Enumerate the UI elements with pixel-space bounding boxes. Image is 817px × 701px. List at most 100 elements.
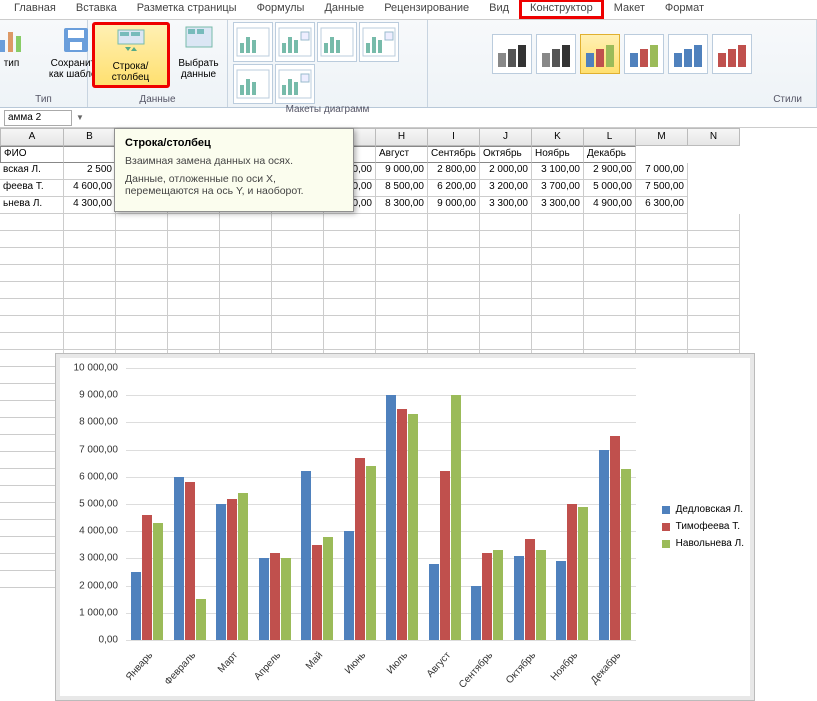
tab-вставка[interactable]: Вставка: [66, 0, 127, 19]
cell[interactable]: [0, 248, 64, 265]
cell[interactable]: Сентябрь: [428, 146, 480, 163]
cell[interactable]: [532, 248, 584, 265]
cell[interactable]: [0, 265, 64, 282]
cell[interactable]: [0, 333, 64, 350]
cell[interactable]: [480, 265, 532, 282]
cell[interactable]: Декабрь: [584, 146, 636, 163]
cell[interactable]: [636, 333, 688, 350]
chart-style-thumb[interactable]: [580, 34, 620, 74]
cell[interactable]: [636, 282, 688, 299]
cell[interactable]: [532, 265, 584, 282]
chart-layout-thumb[interactable]: [233, 64, 273, 104]
cell[interactable]: [376, 231, 428, 248]
cell[interactable]: [116, 333, 168, 350]
cell[interactable]: [428, 299, 480, 316]
column-header[interactable]: K: [532, 128, 584, 146]
chart-layout-thumb[interactable]: [317, 22, 357, 62]
cell[interactable]: [688, 248, 740, 265]
cell[interactable]: 2 000,00: [480, 163, 532, 180]
cell[interactable]: [116, 231, 168, 248]
cell[interactable]: [220, 316, 272, 333]
cell[interactable]: 3 700,00: [532, 180, 584, 197]
cell[interactable]: вская Л.: [0, 163, 64, 180]
cell[interactable]: ФИО: [0, 146, 64, 163]
cell[interactable]: [584, 231, 636, 248]
cell[interactable]: [64, 265, 116, 282]
cell[interactable]: 4 300,00: [64, 197, 116, 214]
chart-layout-thumb[interactable]: [275, 22, 315, 62]
cell[interactable]: [688, 265, 740, 282]
cell[interactable]: [324, 316, 376, 333]
cell[interactable]: [688, 282, 740, 299]
cell[interactable]: 8 500,00: [376, 180, 428, 197]
cell[interactable]: [584, 214, 636, 231]
cell[interactable]: [584, 316, 636, 333]
chart[interactable]: 0,001 000,002 000,003 000,004 000,005 00…: [55, 353, 755, 701]
cell[interactable]: [688, 231, 740, 248]
cell[interactable]: [532, 333, 584, 350]
cell[interactable]: 3 300,00: [532, 197, 584, 214]
tab-главная[interactable]: Главная: [4, 0, 66, 19]
cell[interactable]: 7 500,00: [636, 180, 688, 197]
cell[interactable]: [584, 248, 636, 265]
cell[interactable]: [116, 282, 168, 299]
cell[interactable]: [636, 265, 688, 282]
cell[interactable]: [272, 299, 324, 316]
cell[interactable]: [584, 299, 636, 316]
tab-формат[interactable]: Формат: [655, 0, 714, 19]
cell[interactable]: [480, 214, 532, 231]
cell[interactable]: [428, 248, 480, 265]
cell[interactable]: [688, 299, 740, 316]
cell[interactable]: 3 100,00: [532, 163, 584, 180]
tab-разметка страницы[interactable]: Разметка страницы: [127, 0, 247, 19]
cell[interactable]: [220, 333, 272, 350]
change-chart-type-button[interactable]: тип: [0, 22, 42, 71]
cell[interactable]: [428, 282, 480, 299]
cell[interactable]: [168, 316, 220, 333]
cell[interactable]: 3 300,00: [480, 197, 532, 214]
tab-данные[interactable]: Данные: [314, 0, 374, 19]
cell[interactable]: [428, 231, 480, 248]
chart-style-thumb[interactable]: [492, 34, 532, 74]
cell[interactable]: [220, 248, 272, 265]
chart-layout-thumb[interactable]: [275, 64, 315, 104]
chart-style-thumb[interactable]: [668, 34, 708, 74]
column-header[interactable]: M: [636, 128, 688, 146]
cell[interactable]: [116, 316, 168, 333]
cell[interactable]: [64, 282, 116, 299]
cell[interactable]: [116, 214, 168, 231]
cell[interactable]: [584, 265, 636, 282]
cell[interactable]: [64, 248, 116, 265]
cell[interactable]: [220, 231, 272, 248]
cell[interactable]: [0, 282, 64, 299]
cell[interactable]: 7 000,00: [636, 163, 688, 180]
cell[interactable]: [168, 214, 220, 231]
cell[interactable]: [428, 265, 480, 282]
cell[interactable]: [376, 333, 428, 350]
cell[interactable]: [532, 316, 584, 333]
cell[interactable]: [64, 333, 116, 350]
cell[interactable]: [480, 316, 532, 333]
tab-макет[interactable]: Макет: [604, 0, 655, 19]
cell[interactable]: [428, 316, 480, 333]
cell[interactable]: [324, 214, 376, 231]
cell[interactable]: [272, 265, 324, 282]
cell[interactable]: [688, 214, 740, 231]
cell[interactable]: [376, 299, 428, 316]
cell[interactable]: [688, 333, 740, 350]
cell[interactable]: [480, 299, 532, 316]
cell[interactable]: Октябрь: [480, 146, 532, 163]
cell[interactable]: [116, 265, 168, 282]
cell[interactable]: [168, 231, 220, 248]
cell[interactable]: [116, 299, 168, 316]
cell[interactable]: 4 900,00: [584, 197, 636, 214]
cell[interactable]: [0, 299, 64, 316]
chart-style-thumb[interactable]: [624, 34, 664, 74]
cell[interactable]: [272, 333, 324, 350]
cell[interactable]: [636, 248, 688, 265]
cell[interactable]: [324, 248, 376, 265]
cell[interactable]: [116, 248, 168, 265]
cell[interactable]: [428, 214, 480, 231]
cell[interactable]: [272, 231, 324, 248]
cell[interactable]: [584, 282, 636, 299]
